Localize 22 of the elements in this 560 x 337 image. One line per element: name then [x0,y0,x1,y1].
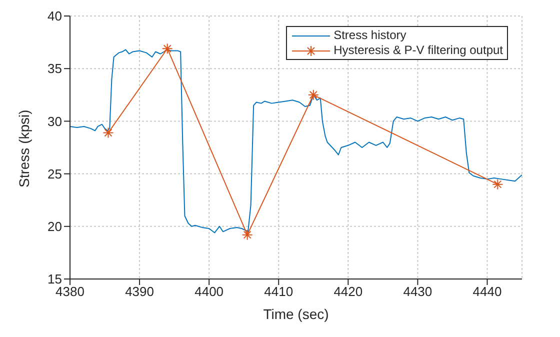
point [242,229,253,240]
y-tick-label: 25 [48,166,62,182]
x-tick-label: 4420 [334,284,363,300]
y-tick-label: 35 [48,61,62,76]
x-tick-label: 4380 [56,284,84,300]
y-tick-label: 15 [48,272,62,287]
point [102,127,114,138]
legend-label: Hysteresis & P-V filtering output [334,43,503,58]
x-tick-label: 4430 [403,284,432,300]
x-tick-label: 4400 [194,284,224,300]
x-tick-label: 4410 [264,284,294,300]
x-axis-title: Time (sec) [263,306,329,322]
y-tick-label: 30 [48,114,62,129]
y-axis-title: Stress (kpsi) [16,110,32,188]
point [492,178,504,190]
x-tick-label: 4440 [472,284,502,300]
point [162,43,173,54]
y-tick-label: 40 [48,8,62,24]
point [308,89,319,100]
x-tick-label: 4390 [125,284,154,300]
y-tick-label: 20 [48,219,62,234]
legend-label: Stress history [334,28,406,43]
